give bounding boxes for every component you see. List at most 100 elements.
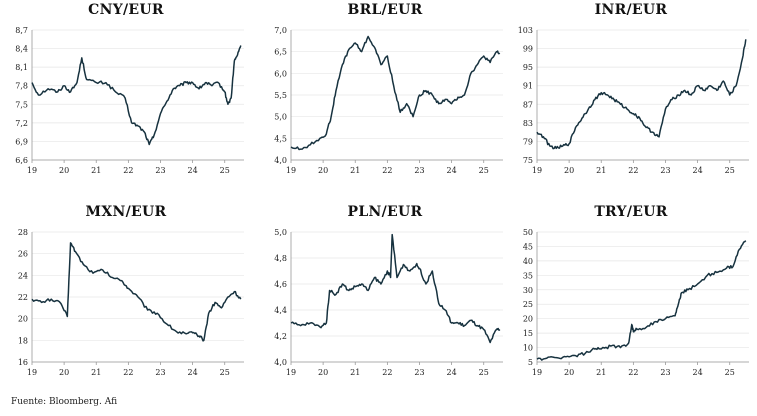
x-tick-label: 25	[479, 166, 489, 175]
x-tick-label: 19	[532, 368, 542, 377]
x-tick-label: 25	[220, 368, 230, 377]
y-tick-label: 8,4	[15, 45, 28, 54]
y-tick-label: 7,0	[274, 26, 287, 35]
y-tick-label: 103	[518, 26, 533, 35]
chart-panel-pln-eur: PLN/EUR 4,0 4,2 4,4 4,6 4,8 5,0 19 20 21 22 23 24 25	[259, 202, 511, 402]
y-tick-label: 5,0	[274, 228, 287, 237]
x-tick-label: 22	[382, 166, 392, 175]
y-tick-label: 83	[523, 119, 533, 128]
y-tick-label: 10	[523, 344, 533, 353]
x-tick-label: 22	[628, 166, 638, 175]
x-tick-label: 24	[693, 368, 703, 377]
chart-panel-mxn-eur: MXN/EUR 16 18 20 22 24 26 28 19 20 21 22 23 24 25	[0, 202, 252, 402]
x-tick-label: 24	[447, 166, 457, 175]
chart-panel-try-eur: TRY/EUR 5 10 15 20 25 30 35 40 45 50 19 20 21 22 23 24 2…	[505, 202, 757, 402]
y-tick-label: 30	[523, 286, 533, 295]
x-tick-label: 23	[414, 368, 424, 377]
x-tick-label: 19	[286, 368, 296, 377]
chart-plot-try-eur: 5 10 15 20 25 30 35 40 45 50 19 20 21 22 23 24 25	[523, 228, 749, 377]
y-tick-label: 6,5	[274, 48, 287, 57]
series-line	[290, 233, 501, 344]
x-tick-label: 25	[220, 166, 230, 175]
y-tick-label: 79	[523, 137, 533, 146]
y-tick-label: 99	[523, 45, 533, 54]
y-tick-label: 5	[528, 358, 533, 367]
x-tick-label: 22	[123, 368, 133, 377]
x-tick-label: 20	[59, 166, 69, 175]
y-tick-label: 5,5	[274, 91, 287, 100]
chart-panel-inr-eur: INR/EUR 75 79 83 87 91 95 99 103 19 20 21 22 23 24 25	[505, 0, 757, 200]
y-tick-label: 5,0	[274, 113, 287, 122]
y-tick-label: 7,2	[15, 119, 28, 128]
y-tick-label: 20	[18, 315, 28, 324]
chart-plot-mxn-eur: 16 18 20 22 24 26 28 19 20 21 22 23 24 25	[18, 228, 244, 377]
y-tick-label: 91	[523, 82, 533, 91]
x-tick-label: 20	[564, 368, 574, 377]
chart-title: INR/EUR	[594, 2, 668, 18]
x-tick-label: 22	[382, 368, 392, 377]
chart-plot-cny-eur: 6,6 6,9 7,2 7,5 7,8 8,1 8,4 8,7 19 20 21 22 23 24 25	[15, 26, 244, 175]
y-tick-label: 26	[18, 250, 28, 259]
x-tick-label: 19	[27, 368, 37, 377]
y-tick-label: 4,0	[274, 358, 287, 367]
x-tick-label: 20	[318, 166, 328, 175]
y-tick-label: 22	[18, 293, 28, 302]
x-tick-label: 21	[596, 368, 606, 377]
y-tick-label: 6,0	[274, 69, 287, 78]
y-tick-label: 24	[18, 271, 28, 280]
y-tick-label: 15	[523, 329, 533, 338]
y-tick-label: 4,8	[274, 254, 287, 263]
x-tick-label: 20	[59, 368, 69, 377]
series-line	[290, 35, 501, 151]
y-tick-label: 4,5	[274, 134, 287, 143]
series-line	[536, 240, 747, 361]
y-tick-label: 75	[523, 156, 533, 165]
y-tick-label: 35	[523, 271, 533, 280]
y-tick-label: 4,0	[274, 156, 287, 165]
chart-plot-inr-eur: 75 79 83 87 91 95 99 103 19 20 21 22 23 24 25	[518, 26, 749, 175]
y-tick-label: 6,6	[15, 156, 28, 165]
x-tick-label: 22	[628, 368, 638, 377]
y-tick-label: 40	[523, 257, 533, 266]
y-tick-label: 8,1	[15, 63, 28, 72]
y-tick-label: 7,8	[15, 82, 28, 91]
x-tick-label: 19	[286, 166, 296, 175]
y-tick-label: 95	[523, 63, 533, 72]
y-tick-label: 8,7	[15, 26, 28, 35]
series-line	[536, 39, 747, 150]
x-tick-label: 21	[350, 368, 360, 377]
y-tick-label: 50	[523, 228, 533, 237]
y-tick-label: 7,5	[15, 100, 28, 109]
chart-title: TRY/EUR	[594, 204, 668, 220]
y-tick-label: 4,6	[274, 280, 287, 289]
x-tick-label: 23	[155, 166, 165, 175]
y-tick-label: 87	[523, 100, 533, 109]
x-tick-label: 24	[188, 166, 198, 175]
y-tick-label: 16	[18, 358, 28, 367]
x-tick-label: 19	[532, 166, 542, 175]
chart-title: MXN/EUR	[85, 204, 167, 220]
y-tick-label: 6,9	[15, 137, 28, 146]
x-tick-label: 21	[91, 166, 101, 175]
x-tick-label: 25	[479, 368, 489, 377]
x-tick-label: 23	[660, 368, 670, 377]
chart-panel-brl-eur: BRL/EUR 4,0 4,5 5,0 5,5 6,0 6,5 7,0 19 20 21 22 23 2…	[259, 0, 511, 200]
x-tick-label: 24	[188, 368, 198, 377]
x-tick-label: 21	[91, 368, 101, 377]
series-line	[31, 242, 242, 342]
chart-plot-pln-eur: 4,0 4,2 4,4 4,6 4,8 5,0 19 20 21 22 23 24 25	[274, 228, 503, 377]
source-note: Fuente: Bloomberg. Afi	[11, 397, 118, 407]
y-tick-label: 4,4	[274, 306, 287, 315]
y-tick-label: 25	[523, 300, 533, 309]
x-tick-label: 25	[725, 368, 735, 377]
x-tick-label: 23	[414, 166, 424, 175]
chart-title: BRL/EUR	[347, 2, 423, 18]
y-tick-label: 18	[18, 336, 28, 345]
chart-title: PLN/EUR	[347, 204, 423, 220]
x-tick-label: 23	[660, 166, 670, 175]
x-tick-label: 23	[155, 368, 165, 377]
x-tick-label: 24	[447, 368, 457, 377]
x-tick-label: 21	[350, 166, 360, 175]
chart-title: CNY/EUR	[88, 2, 164, 18]
chart-panel-cny-eur: CNY/EUR 6,6 6,9 7,2 7,5 7,8 8,1 8,4 8,7 19 20 21 22…	[0, 0, 252, 200]
